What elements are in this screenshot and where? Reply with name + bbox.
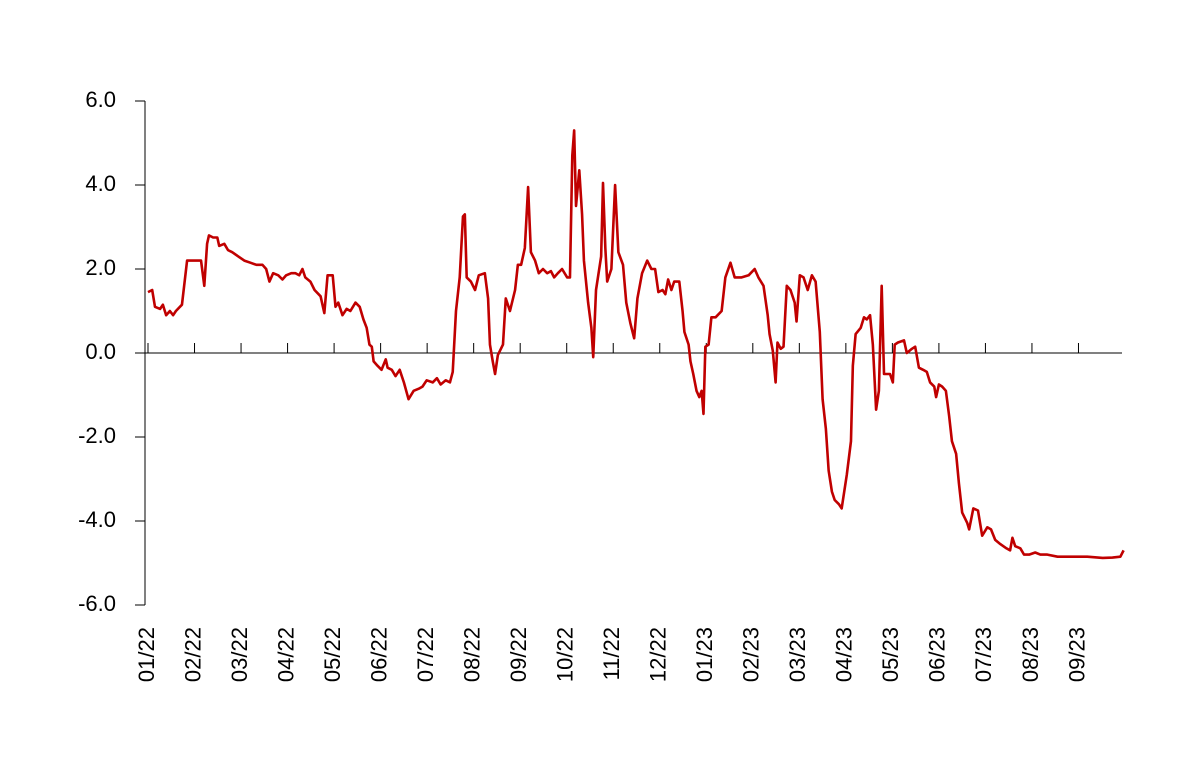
y-tick-label: -2.0 [78, 423, 116, 448]
x-tick-label: 02/22 [180, 627, 205, 682]
y-tick-label: 0.0 [85, 339, 116, 364]
y-tick-label: 6.0 [85, 87, 116, 112]
x-tick-label: 09/23 [1064, 627, 1089, 682]
x-tick-label: 06/22 [366, 627, 391, 682]
x-tick-label: 04/23 [832, 627, 857, 682]
x-tick-label: 07/23 [971, 627, 996, 682]
x-tick-label: 07/22 [413, 627, 438, 682]
x-tick-label: 10/22 [553, 627, 578, 682]
x-tick-label: 06/23 [925, 627, 950, 682]
data-line [147, 129, 1125, 560]
x-tick-label: 02/23 [739, 627, 764, 682]
x-tick-label: 11/22 [599, 627, 624, 680]
x-tick-label: 08/23 [1018, 627, 1043, 682]
y-tick-label: -6.0 [78, 591, 116, 616]
x-tick-label: 01/22 [134, 627, 159, 682]
x-tick-label: 04/22 [273, 627, 298, 682]
x-tick-label: 09/22 [506, 627, 531, 682]
y-tick-label: 4.0 [85, 171, 116, 196]
x-tick-label: 08/22 [459, 627, 484, 682]
x-tick-label: 03/22 [227, 627, 252, 682]
x-tick-label: 03/23 [785, 627, 810, 682]
y-tick-label: 2.0 [85, 255, 116, 280]
x-tick-label: 05/23 [878, 627, 903, 682]
y-tick-label: -4.0 [78, 507, 116, 532]
x-tick-label: 01/23 [692, 627, 717, 682]
x-tick-label: 12/22 [646, 627, 671, 682]
x-tick-label: 05/22 [320, 627, 345, 682]
